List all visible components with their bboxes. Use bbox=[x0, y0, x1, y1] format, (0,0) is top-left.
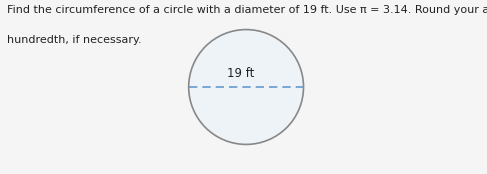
Text: Find the circumference of a circle with a diameter of 19 ft. Use π = 3.14. Round: Find the circumference of a circle with … bbox=[7, 5, 487, 15]
Circle shape bbox=[188, 30, 303, 144]
Text: 19 ft: 19 ft bbox=[227, 67, 255, 80]
Text: hundredth, if necessary.: hundredth, if necessary. bbox=[7, 35, 142, 45]
